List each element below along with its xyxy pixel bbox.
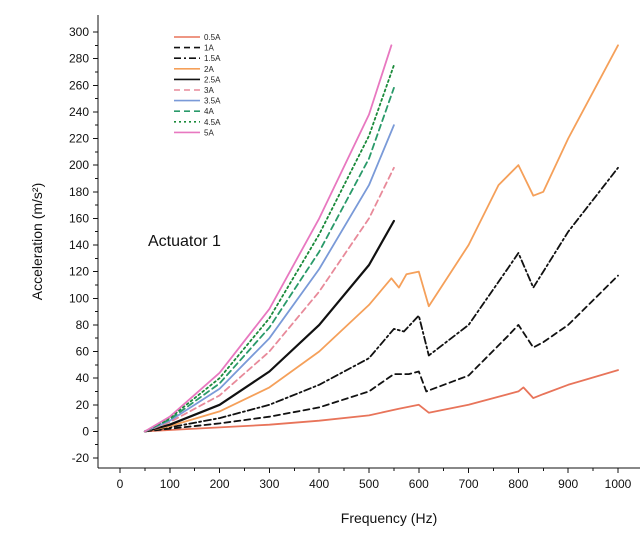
x-tick-label: 800 bbox=[508, 477, 528, 491]
x-tick-label: 1000 bbox=[605, 477, 632, 491]
legend-label: 2.5A bbox=[204, 75, 221, 84]
y-tick-label: 220 bbox=[69, 132, 89, 146]
legend-label: 0.5A bbox=[204, 33, 221, 42]
legend-label: 1.5A bbox=[204, 54, 221, 63]
y-axis-title: Acceleration (m/s²) bbox=[29, 183, 45, 300]
y-tick-label: 260 bbox=[69, 78, 89, 92]
y-tick-label: 120 bbox=[69, 265, 89, 279]
y-tick-label: 160 bbox=[69, 211, 89, 225]
series-line bbox=[143, 44, 619, 433]
x-tick-label: 700 bbox=[459, 477, 479, 491]
y-tick-label: 0 bbox=[82, 424, 89, 438]
y-tick-label: 40 bbox=[76, 371, 90, 385]
x-tick-label: 600 bbox=[409, 477, 429, 491]
y-tick-label: 300 bbox=[69, 25, 89, 39]
y-tick-label: 100 bbox=[69, 291, 89, 305]
y-tick-label: 180 bbox=[69, 185, 89, 199]
y-tick-label: 80 bbox=[76, 318, 90, 332]
y-tick-label: 140 bbox=[69, 238, 89, 252]
x-tick-label: 0 bbox=[117, 477, 124, 491]
x-tick-label: 500 bbox=[359, 477, 379, 491]
series-line bbox=[143, 219, 395, 433]
x-tick-label: 200 bbox=[210, 477, 230, 491]
legend-label: 3A bbox=[204, 86, 214, 95]
chart-annotation: Actuator 1 bbox=[148, 233, 221, 250]
y-tick-label: 20 bbox=[76, 398, 90, 412]
series-line bbox=[143, 166, 395, 433]
x-tick-label: 900 bbox=[558, 477, 578, 491]
series-line bbox=[143, 124, 395, 433]
legend-label: 3.5A bbox=[204, 97, 221, 106]
series-line bbox=[143, 274, 619, 433]
y-tick-label: 280 bbox=[69, 52, 89, 66]
y-tick-label: 240 bbox=[69, 105, 89, 119]
x-tick-label: 100 bbox=[160, 477, 180, 491]
series-line bbox=[143, 87, 395, 433]
y-tick-label: -20 bbox=[72, 451, 90, 465]
chart-axes: -20 0 20 40 60 80 100 120 140 160 180 200 220 240 260 2… bbox=[69, 15, 640, 491]
y-tick-label: 200 bbox=[69, 158, 89, 172]
legend-label: 1A bbox=[204, 44, 214, 53]
x-tick-label: 300 bbox=[259, 477, 279, 491]
chart-series bbox=[143, 44, 619, 433]
series-line bbox=[143, 369, 619, 433]
series-line bbox=[143, 64, 395, 433]
legend-label: 4A bbox=[204, 107, 214, 116]
series-line bbox=[143, 44, 393, 433]
series-line bbox=[143, 166, 619, 433]
x-tick-label: 400 bbox=[309, 477, 329, 491]
x-axis-title: Frequency (Hz) bbox=[341, 510, 437, 526]
legend-label: 5A bbox=[204, 128, 214, 137]
legend-label: 2A bbox=[204, 65, 214, 74]
y-tick-label: 60 bbox=[76, 345, 90, 359]
legend-label: 4.5A bbox=[204, 118, 221, 127]
